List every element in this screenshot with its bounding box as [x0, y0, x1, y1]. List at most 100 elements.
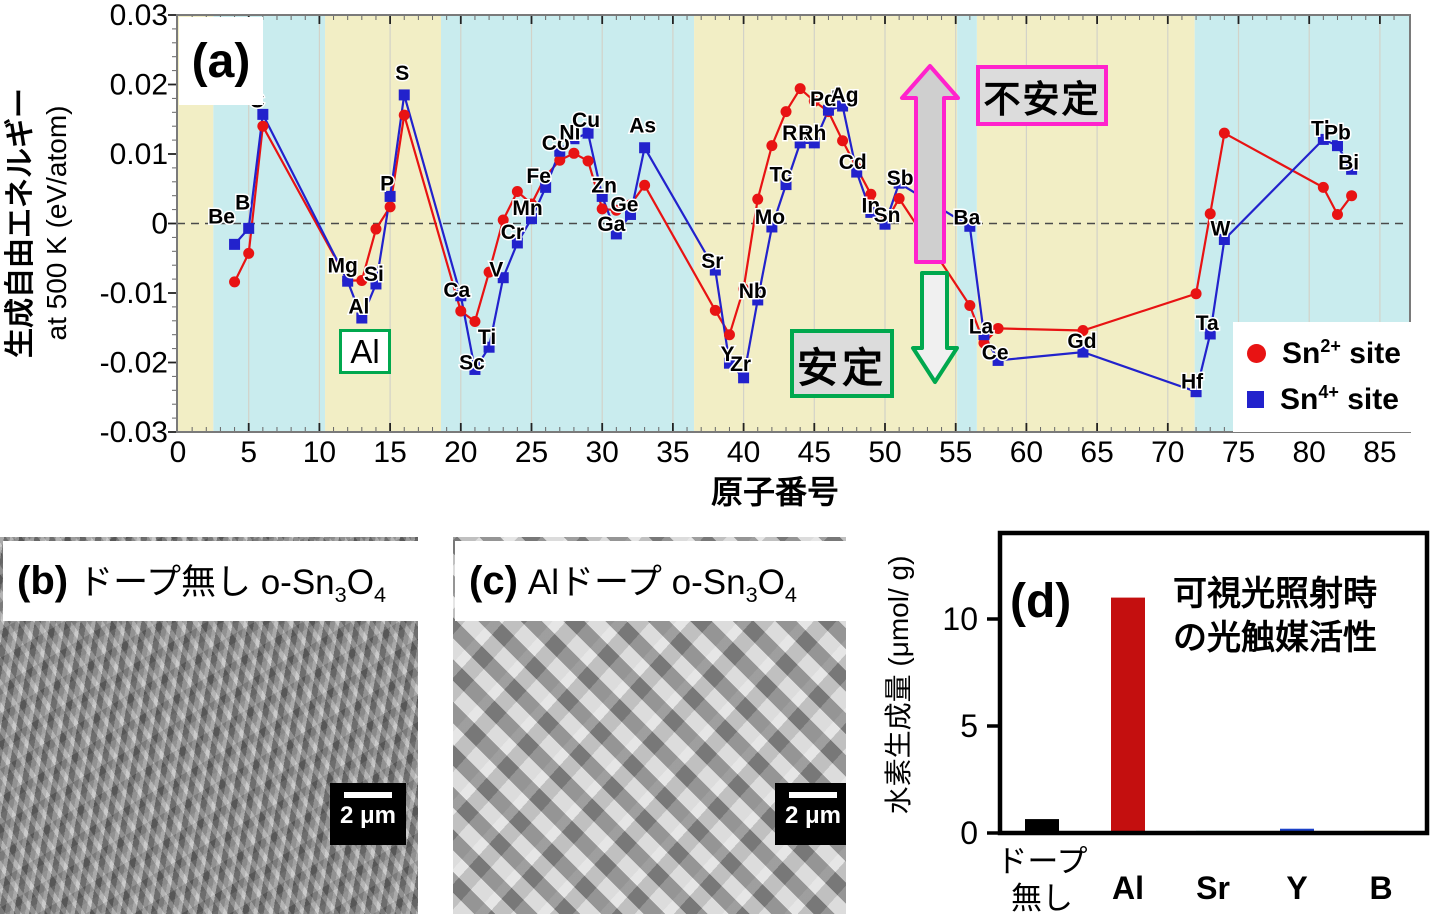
element-label-B: B [235, 191, 250, 214]
legend-row-sn2: Sn2+ site [1247, 330, 1429, 376]
element-label-Mn: Mn [512, 197, 542, 220]
point-sn4-Co [554, 145, 566, 157]
x-tick-label-85: 85 [1363, 436, 1396, 469]
point-sn2-Ru [794, 83, 806, 95]
element-label-Cu: Cu [572, 109, 600, 132]
y-tick-label--0.01: -0.01 [100, 277, 168, 310]
point-sn2-Ag [837, 135, 849, 147]
x-tick-label-40: 40 [727, 436, 760, 469]
legend-row-sn4: Sn4+ site [1247, 376, 1429, 422]
point-sn4-Ba [964, 220, 976, 232]
point-sn2-P [384, 201, 396, 213]
plot-border [176, 14, 1411, 433]
point-sn2-Pb [1331, 208, 1343, 220]
d-cat-label-B: B [1369, 870, 1392, 906]
element-label-Ru: Ru [782, 122, 810, 145]
element-label-Sb: Sb [887, 167, 914, 190]
element-label-Sc: Sc [459, 351, 485, 374]
point-sn4-Ga [610, 228, 622, 240]
point-sn4-Bi [1346, 163, 1358, 175]
element-label-Ce: Ce [982, 341, 1009, 364]
scale-bar-line [789, 792, 837, 798]
panel-c-title: (c) Alドープ o-Sn3O4 [455, 541, 846, 621]
element-label-Y: Y [720, 343, 734, 366]
element-label-Zn: Zn [591, 174, 617, 197]
element-label-Si: Si [364, 263, 384, 286]
point-sn4-Ti [483, 341, 495, 353]
point-sn4-Rh [808, 137, 820, 149]
point-sn2-Ti [483, 266, 495, 278]
x-tick-label-50: 50 [868, 436, 901, 469]
point-sn4-Cd [851, 166, 863, 178]
point-sn4-Hf [1190, 386, 1202, 398]
element-label-Co: Co [542, 132, 570, 155]
x-tick-label-15: 15 [373, 436, 406, 469]
al-highlight-box: Al [339, 329, 391, 374]
panel-c-label: (c) [469, 558, 518, 603]
legend-sn4-label: Sn4+ site [1280, 381, 1399, 416]
point-sn4-Gd [1077, 346, 1089, 358]
point-sn2-Rh [808, 95, 820, 107]
sn4-line [233, 94, 1353, 394]
x-tick-label-20: 20 [444, 436, 477, 469]
scale-bar-label: 2 μm [339, 802, 397, 829]
point-sn2-W [1218, 127, 1230, 139]
point-sn2-As [639, 179, 651, 191]
panel-b-title: (b) ドープ無し o-Sn3O4 [3, 541, 418, 621]
point-sn4-Pb [1331, 140, 1343, 152]
point-sn2-Cr [511, 186, 523, 198]
panel-c-title-text: Alドープ o-Sn3O4 [527, 563, 797, 607]
point-sn4-Ag [837, 100, 849, 112]
point-sn4-La [978, 329, 990, 341]
element-label-Mo: Mo [755, 206, 785, 229]
blue-square-icon [1247, 390, 1264, 408]
d-plot-border [997, 530, 1430, 836]
panel-a-label: (a) [179, 17, 263, 105]
d-y-tick-label-10: 10 [942, 601, 978, 637]
y-tick-label-0.03: 0.03 [110, 0, 168, 32]
x-tick-label-55: 55 [939, 436, 972, 469]
point-sn2-In [865, 188, 877, 200]
point-sn2-La [978, 337, 990, 349]
point-sn4-Sn [879, 218, 891, 230]
x-tick-label-5: 5 [240, 436, 257, 469]
point-sn2-Mo [766, 140, 778, 152]
element-label-Gd: Gd [1067, 330, 1096, 353]
point-sn2-Sr [709, 304, 721, 316]
x-tick-label-25: 25 [515, 436, 548, 469]
point-sn2-Ta [1204, 208, 1216, 220]
x-tick-label-30: 30 [586, 436, 619, 469]
point-sn2-Zr [738, 283, 750, 295]
point-sn4-Ru [794, 137, 806, 149]
point-sn2-V [497, 214, 509, 226]
point-sn4-Fe [540, 181, 552, 193]
y-tick-label--0.03: -0.03 [100, 416, 168, 449]
point-sn4-Sb [893, 177, 905, 189]
element-label-Al: Al [348, 295, 369, 318]
element-label-La: La [969, 316, 994, 339]
element-label-Hf: Hf [1181, 371, 1204, 394]
element-label-Ba: Ba [953, 206, 980, 229]
element-label-V: V [489, 259, 503, 282]
point-sn4-Al [356, 312, 368, 324]
point-sn4-In [865, 206, 877, 218]
d-annotation-line1: 可視光照射時 [1173, 575, 1377, 613]
x-tick-label-0: 0 [170, 436, 187, 469]
element-label-In: In [862, 194, 881, 217]
point-sn2-B [243, 247, 255, 259]
d-y-tick-label-5: 5 [960, 708, 978, 744]
point-sn2-Fe [540, 170, 552, 182]
point-sn2-Ge [624, 199, 636, 211]
element-label-Cd: Cd [839, 151, 867, 174]
element-label-Ge: Ge [610, 194, 638, 217]
point-sn4-Pd [822, 104, 834, 116]
chart-legend: Sn2+ site Sn4+ site [1233, 322, 1439, 432]
point-sn2-Ca [455, 305, 467, 317]
element-label-Mg: Mg [328, 254, 358, 277]
point-sn2-Zn [596, 203, 608, 215]
d-cat-label-Y: Y [1286, 870, 1307, 906]
element-label-Ni: Ni [559, 122, 580, 145]
point-sn2-Nb [752, 193, 764, 205]
unstable-text: 不安定 [983, 78, 1101, 120]
